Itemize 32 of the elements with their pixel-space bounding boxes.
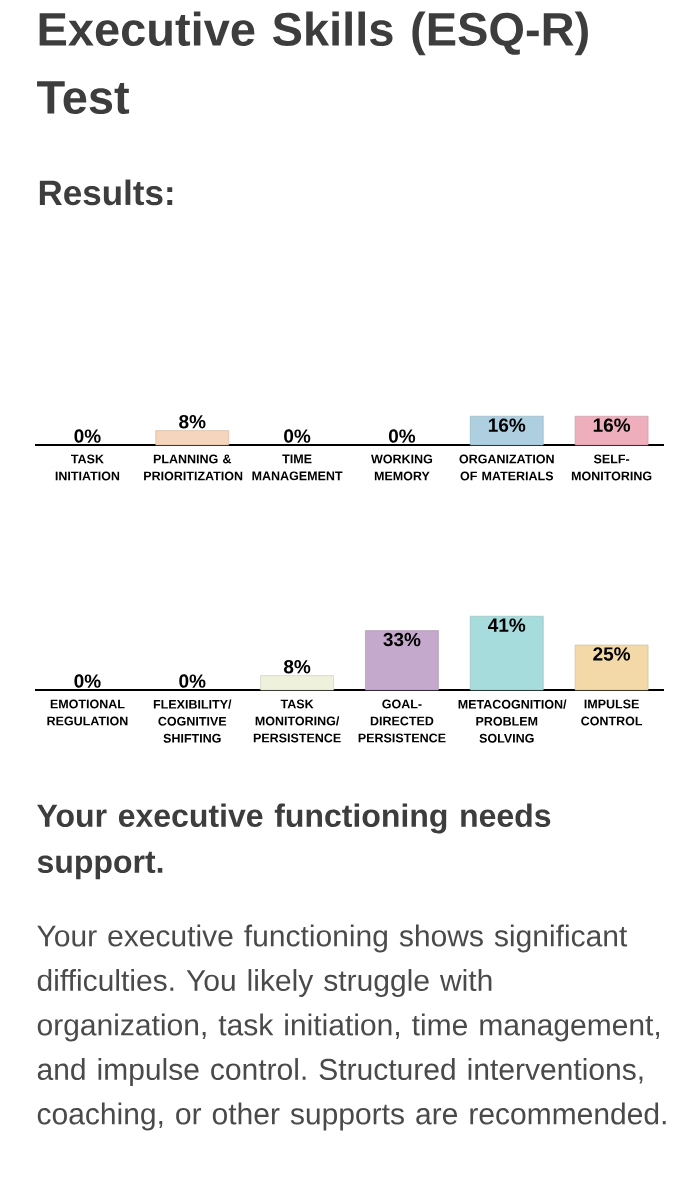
x-tick-label: TASK MONITORING/ PERSISTENCE <box>253 699 341 743</box>
bar <box>365 630 439 691</box>
x-tick-label: TIME MANAGEMENT <box>252 454 343 481</box>
text: Your executive functioning shows significant difficulties. You likely struggle with organization, task initiation, time management, and impulse control. Structured interventions, coaching, or other supports are recommended. <box>37 924 666 1131</box>
data-label: 25% <box>593 647 631 661</box>
data-label: 0% <box>74 429 101 443</box>
data-label: 8% <box>179 414 206 429</box>
chart-subtitle: Results: <box>39 179 173 206</box>
chart-title: Executive Skills (ESQ-R) Test <box>37 11 588 115</box>
bar <box>260 675 334 691</box>
x-tick-label: WORKING MEMORY <box>371 454 433 481</box>
x-tick-label: GOAL-DIRECTED PERSISTENCE <box>358 699 446 743</box>
data-label: 0% <box>388 429 416 443</box>
x-tick-label: SELF-MONITORING <box>571 454 652 481</box>
data-label: 0% <box>284 429 311 443</box>
x-tick-label: ORGANIZATION OF MATERIALS <box>459 454 554 481</box>
data-label: 8% <box>283 659 311 674</box>
data-label: 33% <box>383 632 421 647</box>
bar <box>574 644 649 691</box>
text: Your executive functioning needs support. <box>37 803 551 880</box>
x-tick-label: IMPULSE CONTROL <box>581 699 643 726</box>
data-label: 16% <box>593 418 631 432</box>
x-tick-label: METACOGNITION/ PROBLEM SOLVING <box>458 699 567 743</box>
data-label: 0% <box>74 674 101 688</box>
data-label: 41% <box>488 618 526 632</box>
data-label: 0% <box>179 674 206 688</box>
bar <box>469 615 544 691</box>
x-tick-label: FLEXIBILITY/ COGNITIVE SHIFTING <box>153 699 232 743</box>
x-tick-label: EMOTIONAL REGULATION <box>47 699 128 726</box>
x-tick-label: TASK INITIATION <box>55 454 120 481</box>
x-tick-label: PLANNING & PRIORITIZATION <box>144 454 243 481</box>
data-label: 16% <box>488 418 526 432</box>
